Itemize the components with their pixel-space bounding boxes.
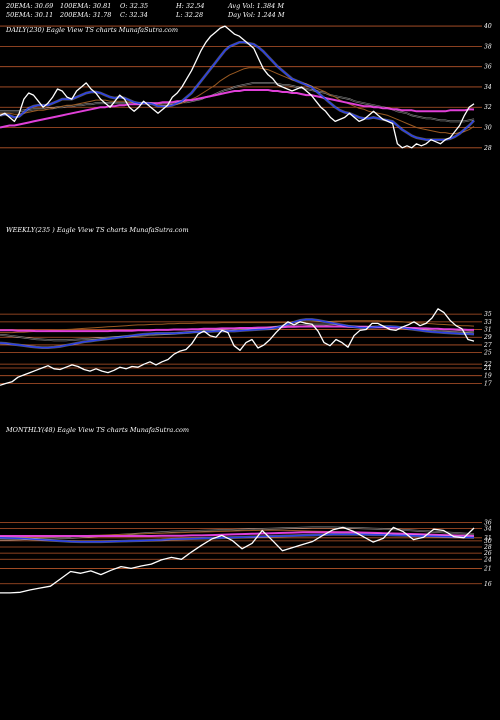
series-line-price [0,308,475,386]
y-tick-label: 22 [483,361,492,368]
series-line-ema_blue [0,318,475,349]
y-tick-label: 32 [484,104,492,111]
y-tick-label: 16 [484,581,492,588]
y-tick-label: 29 [483,334,492,341]
y-tick-label: 19 [484,373,492,380]
header-stat-close: C: 32.34 [120,11,148,19]
header-stat-high: H: 32.54 [175,2,205,10]
header-stat-open: O: 32.35 [120,2,148,10]
header-stat-ema50: 50EMA: 30.11 [6,11,53,19]
y-tick-label: 25 [483,350,492,357]
series-line-ema_blue [0,533,475,543]
series-line-ema_brown [0,320,475,334]
y-tick-label: 21 [483,565,492,572]
y-tick-label: 33 [484,319,492,326]
daily-panel-title: DAILY(230) Eagle View TS charts MunafaSu… [5,26,178,34]
y-tick-label: 28 [483,145,492,152]
y-tick-label: 30 [484,125,492,132]
y-tick-label: 40 [483,23,492,30]
series-line-ema200 [0,89,475,129]
y-tick-label: 17 [484,380,492,387]
y-tick-label: 28 [483,544,492,551]
series-line-ema_magenta [0,531,475,537]
series-line-ema20 [0,41,475,141]
y-tick-label: 21 [483,365,492,372]
y-tick-label: 36 [484,64,492,71]
monthly-panel-title: MONTHLY(48) Eagle View TS charts MunafaS… [5,426,189,434]
y-tick-label: 31 [484,327,492,334]
daily-panel: 40 38 36 34 32 30 28 [0,23,492,152]
series-line-price [0,25,475,149]
y-tick-label: 31 [484,535,492,542]
header-stat-day-vol: Day Vol: 1.244 M [227,11,285,19]
header-stat-avg-vol: Avg Vol: 1.384 M [227,2,284,10]
y-tick-label: 35 [484,311,492,318]
weekly-panel-title: WEEKLY(235 ) Eagle View TS charts Munafa… [6,226,189,234]
y-tick-label: 24 [483,556,492,563]
y-tick-label: 27 [483,342,492,349]
y-tick-label: 34 [484,84,492,91]
series-line-ema50 [0,67,475,135]
y-tick-label: 26 [483,550,492,557]
header-stat-ema200: 200EMA: 31.78 [59,11,111,19]
y-tick-label: 36 [484,520,492,527]
header-stats: 20EMA: 30.69 100EMA: 30.81 O: 32.35 H: 3… [5,2,285,19]
header-stat-ema20: 20EMA: 30.69 [5,2,53,10]
series-line-price [0,526,475,594]
header-stat-ema100: 100EMA: 30.81 [60,2,111,10]
series-line-ema_white_thin [0,527,475,540]
header-stat-low: L: 32.28 [175,11,203,19]
y-tick-label: 34 [484,526,492,533]
y-tick-label: 30 [484,538,492,545]
y-tick-label: 38 [484,43,492,50]
series-line-ema_magenta [0,325,474,333]
